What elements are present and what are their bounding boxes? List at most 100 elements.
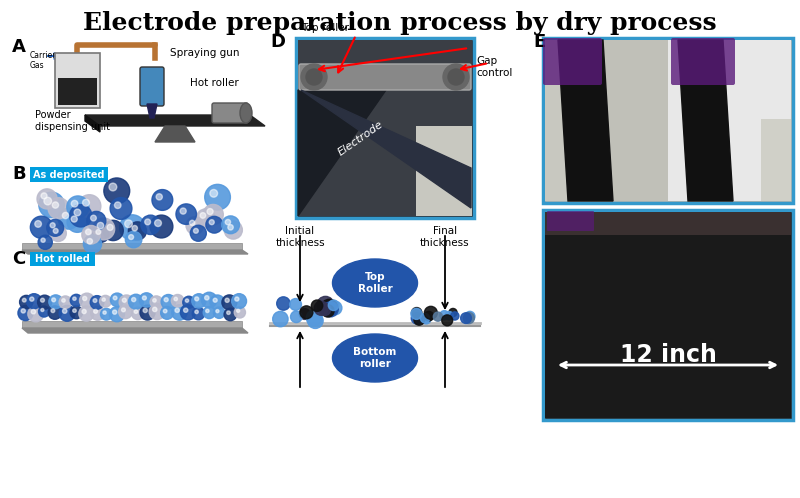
Text: 12 inch: 12 inch [619,343,717,367]
Circle shape [46,219,64,236]
Circle shape [450,312,459,320]
Circle shape [114,296,117,300]
Circle shape [461,313,471,324]
Circle shape [234,297,239,301]
Circle shape [161,294,176,309]
Circle shape [192,294,206,308]
FancyBboxPatch shape [668,40,791,201]
Circle shape [171,294,184,307]
Circle shape [306,69,322,85]
Circle shape [119,295,134,310]
Circle shape [41,193,47,199]
Circle shape [26,294,42,309]
Circle shape [119,215,145,241]
Circle shape [222,216,239,234]
Polygon shape [678,40,733,201]
Circle shape [96,230,101,235]
Circle shape [48,306,62,319]
Circle shape [128,222,146,240]
Circle shape [145,219,150,225]
Circle shape [141,215,160,235]
Circle shape [180,305,196,320]
Polygon shape [22,250,248,254]
Circle shape [206,216,222,233]
Circle shape [323,302,338,317]
Circle shape [210,220,214,225]
Circle shape [67,212,87,233]
Circle shape [194,297,198,301]
Text: Gap
control: Gap control [476,56,512,78]
Text: Hot roller: Hot roller [190,78,238,88]
Circle shape [196,209,215,228]
Circle shape [104,178,130,204]
Text: Bottom
roller: Bottom roller [354,347,397,369]
Circle shape [415,315,424,323]
Circle shape [448,69,464,85]
Circle shape [52,298,55,302]
Circle shape [290,311,302,323]
Circle shape [161,306,174,319]
Circle shape [50,223,55,228]
FancyBboxPatch shape [545,40,668,201]
Circle shape [52,202,58,208]
Circle shape [183,308,188,312]
Text: B: B [12,165,26,183]
FancyBboxPatch shape [58,78,97,105]
Circle shape [277,297,290,310]
Circle shape [38,306,50,317]
Circle shape [140,305,155,320]
FancyBboxPatch shape [22,243,242,250]
Polygon shape [147,104,157,118]
Text: D: D [270,33,285,51]
Circle shape [122,308,126,312]
Circle shape [307,313,323,329]
Circle shape [71,200,78,207]
Circle shape [93,299,97,302]
Circle shape [203,307,215,319]
FancyBboxPatch shape [299,64,471,90]
Circle shape [38,235,52,249]
Circle shape [41,308,44,312]
Circle shape [86,229,91,235]
Circle shape [66,196,89,218]
Circle shape [154,220,162,227]
Polygon shape [22,328,248,333]
Text: Initial
thickness: Initial thickness [275,226,325,248]
Circle shape [113,310,117,314]
Circle shape [226,311,230,314]
Circle shape [48,198,69,219]
Circle shape [321,299,338,316]
Circle shape [58,208,79,229]
Circle shape [82,309,86,314]
Polygon shape [85,115,265,126]
Circle shape [465,311,475,321]
Ellipse shape [333,334,418,382]
Circle shape [317,296,334,313]
Circle shape [306,310,322,326]
Circle shape [59,305,75,321]
Circle shape [328,301,342,315]
Circle shape [143,308,147,313]
Circle shape [132,226,138,231]
Text: Electrode: Electrode [336,119,385,157]
Circle shape [445,312,454,320]
Circle shape [463,313,474,324]
FancyBboxPatch shape [55,53,100,108]
Circle shape [205,184,230,210]
Circle shape [186,299,189,302]
Circle shape [41,238,46,243]
FancyBboxPatch shape [545,40,575,201]
Text: Top
Roller: Top Roller [358,272,392,294]
FancyBboxPatch shape [30,252,95,266]
Circle shape [322,305,334,317]
Circle shape [59,296,72,308]
Circle shape [74,209,81,216]
Circle shape [49,295,62,309]
Circle shape [234,307,246,318]
Circle shape [200,213,206,218]
Circle shape [224,308,237,321]
FancyBboxPatch shape [298,40,472,216]
Circle shape [149,304,165,320]
FancyBboxPatch shape [212,103,248,123]
FancyBboxPatch shape [543,38,602,85]
